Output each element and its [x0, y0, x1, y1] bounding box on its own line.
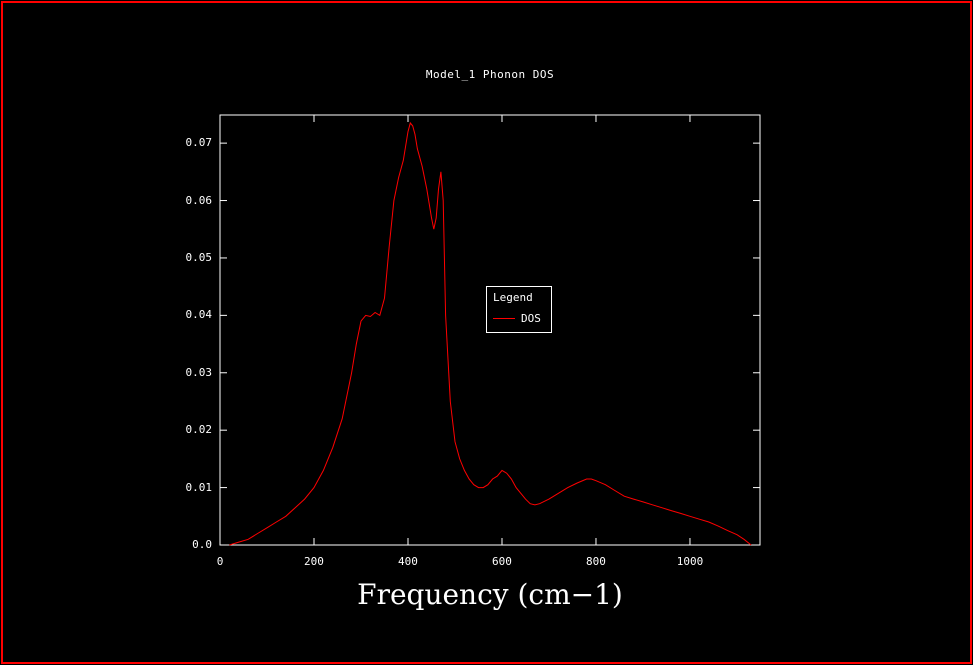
- x-tick-label: 600: [492, 555, 512, 568]
- x-tick-label: 200: [304, 555, 324, 568]
- y-tick-label: 0.06: [185, 193, 213, 207]
- x-axis-label: Frequency (cm−1): [357, 578, 623, 611]
- y-tick-label: 0.02: [185, 423, 213, 437]
- plot-frame: [219, 114, 761, 546]
- y-tick-label: 0.0: [192, 538, 212, 551]
- y-tick-label: 0.05: [185, 250, 213, 264]
- x-tick-label: 1000: [676, 555, 704, 568]
- x-tick-label: 400: [398, 555, 418, 568]
- legend-box: Legend DOS: [486, 286, 552, 333]
- dos-curve: [229, 121, 752, 546]
- y-tick-label: 0.07: [185, 136, 213, 150]
- dos-line-swatch: [493, 318, 515, 319]
- x-tick-label: 0: [216, 555, 224, 568]
- y-tick-label: 0.04: [185, 308, 213, 322]
- legend-entry-label: DOS: [521, 312, 541, 325]
- legend-title: Legend: [493, 291, 533, 304]
- x-tick-label: 800: [586, 555, 606, 568]
- y-tick-label: 0.03: [185, 365, 213, 379]
- legend-entry-dos: DOS: [493, 312, 541, 325]
- chart-title: Model_1 Phonon DOS: [425, 68, 555, 81]
- y-tick-label: 0.01: [185, 480, 213, 494]
